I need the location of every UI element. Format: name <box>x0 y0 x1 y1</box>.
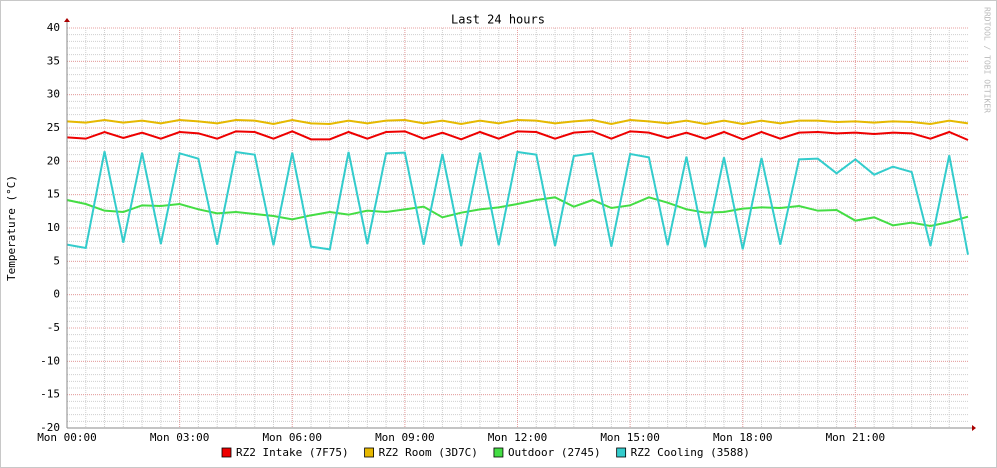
series-line <box>66 130 969 141</box>
x-tick-label: Mon 18:00 <box>713 431 773 444</box>
legend-label: RZ2 Cooling (3588) <box>631 446 750 459</box>
x-tick-label: Mon 21:00 <box>826 431 886 444</box>
x-tick-label: Mon 06:00 <box>262 431 322 444</box>
y-tick-label: -20 <box>40 421 60 434</box>
y-tick-label: 30 <box>47 88 60 101</box>
y-axis-label: Temperature (°C) <box>5 175 18 281</box>
y-tick-label: 0 <box>53 288 60 301</box>
legend: RZ2 Intake (7F75) RZ2 Room (3D7C) Outdoor … <box>221 446 750 459</box>
x-tick-label: Mon 00:00 <box>37 431 97 444</box>
x-tick-label: Mon 15:00 <box>600 431 660 444</box>
y-arrow <box>64 18 70 22</box>
series-line <box>66 196 969 228</box>
legend-swatch <box>493 447 504 458</box>
x-tick-label: Mon 09:00 <box>375 431 435 444</box>
y-tick-label: 15 <box>47 188 60 201</box>
watermark: RRDTOOL / TOBI OETIKER <box>983 7 992 113</box>
y-tick-label: 40 <box>47 21 60 34</box>
y-tick-label: -5 <box>47 321 60 334</box>
legend-swatch <box>616 447 627 458</box>
series-line <box>66 118 969 126</box>
chart-title: Last 24 hours <box>451 13 545 27</box>
x-tick-label: Mon 12:00 <box>488 431 548 444</box>
legend-swatch <box>221 447 232 458</box>
y-tick-label: 20 <box>47 154 60 167</box>
lines <box>66 118 969 255</box>
y-tick-label: 10 <box>47 221 60 234</box>
y-tick-label: -15 <box>40 388 60 401</box>
legend-label: Outdoor (2745) <box>508 446 601 459</box>
x-tick-label: Mon 03:00 <box>150 431 210 444</box>
legend-label: RZ2 Intake (7F75) <box>236 446 349 459</box>
y-tick-label: 35 <box>47 54 60 67</box>
legend-swatch <box>364 447 374 458</box>
x-arrow <box>972 425 976 431</box>
y-tick-label: 5 <box>53 254 60 267</box>
legend-label: RZ2 Room (3D7C) <box>379 446 478 459</box>
series-line <box>66 150 969 255</box>
y-tick-label: 25 <box>47 121 60 134</box>
y-tick-label: -10 <box>40 354 60 367</box>
